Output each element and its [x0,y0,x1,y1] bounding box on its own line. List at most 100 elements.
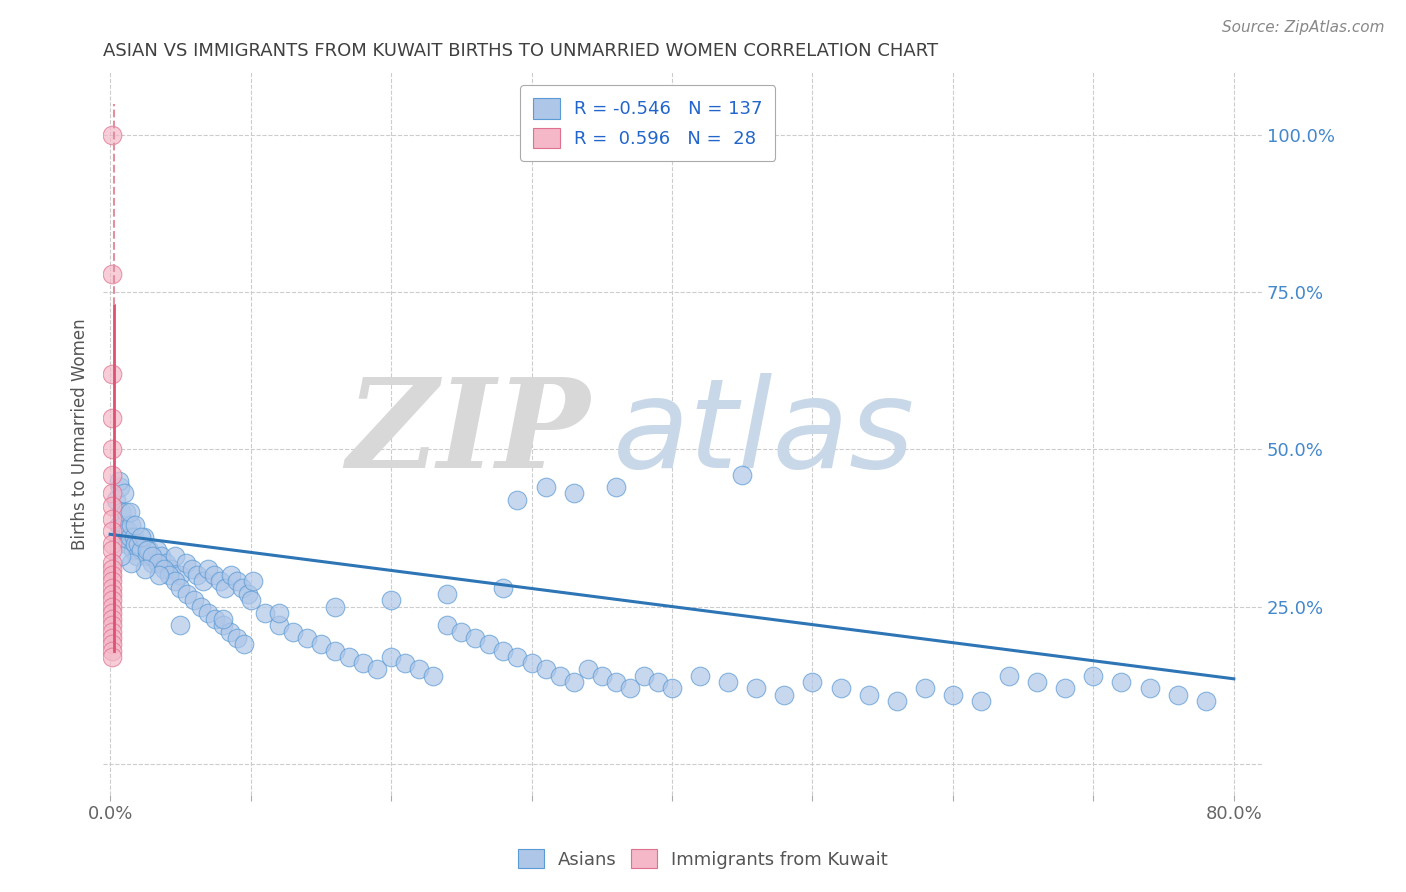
Point [107,517,129,532]
Point [548,668,571,682]
Point [100,367,122,381]
Point [745,681,768,696]
Point [211,612,233,626]
Point [100,524,122,538]
Point [100,637,122,651]
Point [717,675,740,690]
Point [197,606,219,620]
Point [436,587,458,601]
Point [464,631,486,645]
Point [100,568,122,582]
Point [492,643,515,657]
Point [100,631,122,645]
Point [169,581,191,595]
Point [1054,681,1077,696]
Point [562,675,585,690]
Point [120,517,142,532]
Point [394,656,416,670]
Point [100,442,122,457]
Point [100,618,122,632]
Point [149,549,172,564]
Point [478,637,501,651]
Point [111,530,134,544]
Point [380,649,402,664]
Point [506,649,529,664]
Point [100,128,122,143]
Point [858,688,880,702]
Point [124,517,146,532]
Point [605,675,627,690]
Point [169,618,191,632]
Point [100,562,122,576]
Point [352,656,374,670]
Point [914,681,936,696]
Point [534,662,557,676]
Point [218,624,240,639]
Point [506,492,529,507]
Point [661,681,683,696]
Point [129,543,152,558]
Point [225,631,247,645]
Point [534,480,557,494]
Point [148,568,170,582]
Text: ASIAN VS IMMIGRANTS FROM KUWAIT BIRTHS TO UNMARRIED WOMEN CORRELATION CHART: ASIAN VS IMMIGRANTS FROM KUWAIT BIRTHS T… [103,42,938,60]
Point [1139,681,1161,696]
Point [100,486,122,500]
Point [104,492,127,507]
Point [731,467,754,482]
Point [112,517,135,532]
Point [122,530,145,544]
Point [202,568,225,582]
Point [689,668,711,682]
Point [450,624,472,639]
Point [591,668,613,682]
Point [1026,675,1049,690]
Point [225,574,247,589]
Point [100,511,122,525]
Point [619,681,641,696]
Point [120,556,142,570]
Point [100,581,122,595]
Point [141,556,163,570]
Point [118,530,141,544]
Point [112,486,135,500]
Point [253,606,276,620]
Point [886,694,908,708]
Point [231,581,253,595]
Point [100,556,122,570]
Point [134,562,156,576]
Point [157,568,180,582]
Point [197,562,219,576]
Y-axis label: Births to Unmarried Women: Births to Unmarried Women [72,318,89,549]
Point [267,618,290,632]
Point [998,668,1021,682]
Point [208,574,231,589]
Point [436,618,458,632]
Point [100,587,122,601]
Point [115,537,138,551]
Point [100,606,122,620]
Point [242,574,264,589]
Point [380,593,402,607]
Point [138,543,160,558]
Point [100,467,122,482]
Point [121,543,143,558]
Point [323,599,346,614]
Point [295,631,318,645]
Point [204,612,226,626]
Point [366,662,388,676]
Point [100,574,122,589]
Point [135,549,157,564]
Point [219,568,242,582]
Point [1195,694,1218,708]
Point [236,587,259,601]
Point [281,624,304,639]
Point [647,675,669,690]
Point [323,643,346,657]
Point [124,537,146,551]
Point [942,688,965,702]
Point [129,530,152,544]
Point [163,574,186,589]
Legend: Asians, Immigrants from Kuwait: Asians, Immigrants from Kuwait [512,841,894,876]
Point [117,524,139,538]
